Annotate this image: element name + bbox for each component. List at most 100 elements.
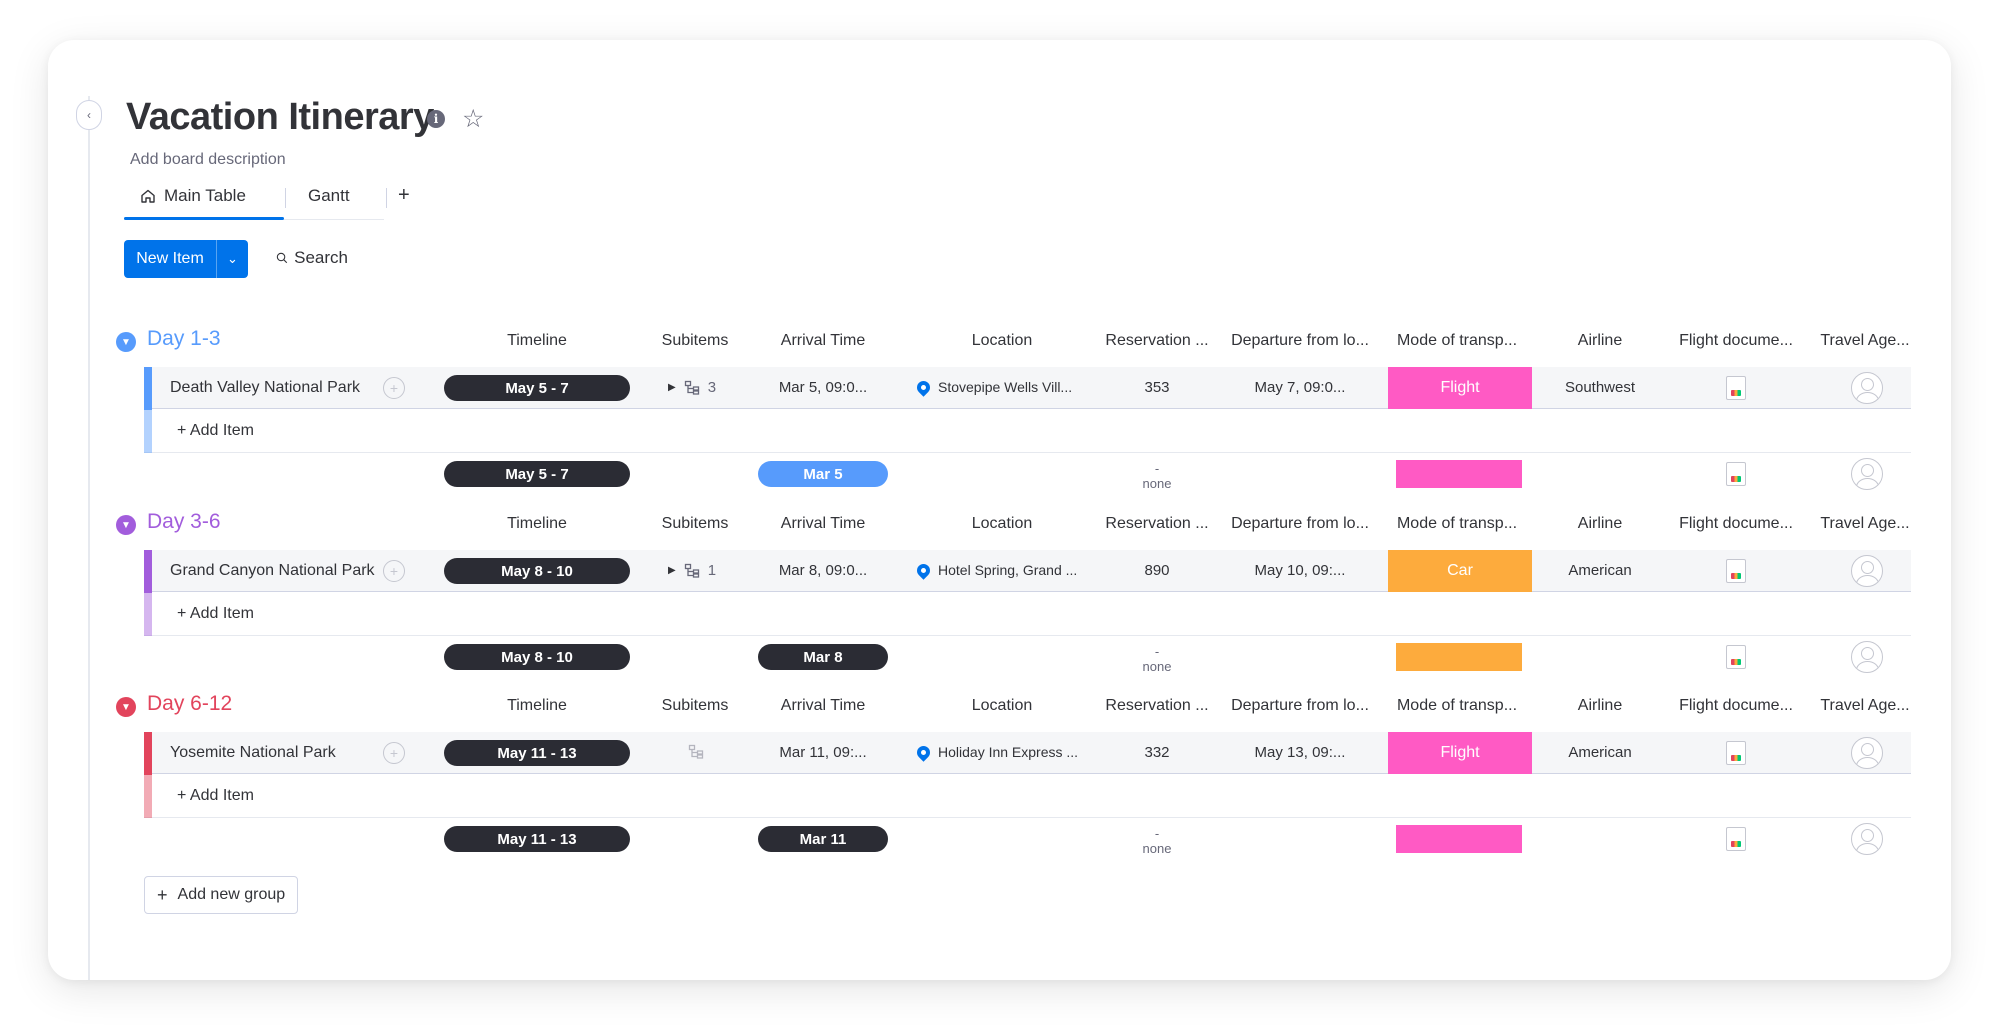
tab-gantt[interactable]: Gantt [308,186,350,206]
mode-of-transport-status[interactable]: Flight [1388,732,1532,774]
table-row[interactable] [144,367,1911,409]
departure-cell[interactable]: May 10, 09:... [1254,562,1346,579]
group-title[interactable]: Day 6-12 [147,692,233,715]
add-item-button[interactable]: + Add Item [177,422,254,439]
item-name[interactable]: Yosemite National Park [170,744,336,761]
file-thumbnail [1731,390,1741,396]
subitems-cell[interactable]: ▶ 1 [668,562,716,579]
arrival-time-cell[interactable]: Mar 5, 09:0... [778,379,868,396]
star-icon[interactable]: ☆ [462,105,485,133]
column-header[interactable]: Travel Age... [1820,697,1910,714]
column-header[interactable]: Location [971,332,1033,349]
airline-cell[interactable]: Southwest [1564,379,1636,396]
column-header[interactable]: Timeline [507,332,567,349]
column-header[interactable]: Travel Age... [1820,515,1910,532]
chevron-down-icon[interactable]: ⌄ [216,240,248,278]
column-header[interactable]: Location [971,697,1033,714]
new-item-label[interactable]: New Item [136,250,204,267]
column-header[interactable]: Departure from lo... [1231,697,1369,714]
subitems-cell[interactable] [688,744,704,760]
column-header[interactable]: Arrival Time [780,515,866,532]
file-icon[interactable] [1726,559,1746,583]
column-header[interactable]: Departure from lo... [1231,515,1369,532]
subitems-count: 3 [707,379,717,396]
add-new-group-button[interactable]: + Add new group [144,876,299,914]
departure-cell[interactable]: May 13, 09:... [1254,744,1346,761]
column-header[interactable]: Location [971,515,1033,532]
add-update-icon[interactable]: + [383,742,405,764]
person-icon[interactable] [1851,555,1883,587]
location-cell[interactable]: Stovepipe Wells Vill... [914,377,1072,397]
add-item-button[interactable]: + Add Item [177,605,254,622]
board-description[interactable]: Add board description [130,151,286,168]
arrival-time-cell[interactable]: Mar 11, 09:... [779,744,867,761]
group-title[interactable]: Day 3-6 [147,510,221,533]
column-header[interactable]: Reservation ... [1105,697,1209,714]
column-header[interactable]: Reservation ... [1105,515,1209,532]
group-collapse-toggle[interactable]: ▼ [116,515,136,535]
airline-cell[interactable]: American [1568,744,1632,761]
add-item-button[interactable]: + Add Item [177,787,254,804]
table-row[interactable] [144,732,1911,774]
board-title[interactable]: Vacation Itinerary [126,96,434,138]
departure-cell[interactable]: May 7, 09:0... [1254,379,1346,396]
mode-of-transport-status[interactable]: Car [1388,550,1532,592]
location-cell[interactable]: Holiday Inn Express ... [914,742,1078,762]
search-button[interactable]: Search [276,248,348,268]
add-update-icon[interactable]: + [383,560,405,582]
column-header[interactable]: Departure from lo... [1231,332,1369,349]
subitems-icon [684,563,700,579]
column-header[interactable]: Airline [1577,332,1623,349]
group-title[interactable]: Day 1-3 [147,327,221,350]
expand-arrow-icon[interactable]: ▶ [668,565,676,576]
column-header[interactable]: Reservation ... [1105,332,1209,349]
item-name[interactable]: Death Valley National Park [170,379,361,396]
column-header[interactable]: Subitems [661,332,729,349]
location-cell[interactable]: Hotel Spring, Grand ... [914,560,1077,580]
reservation-cell[interactable]: 332 [1144,744,1170,761]
group-collapse-toggle[interactable]: ▼ [116,697,136,717]
group-collapse-toggle[interactable]: ▼ [116,332,136,352]
expand-arrow-icon[interactable]: ▶ [668,382,676,393]
column-header[interactable]: Mode of transp... [1396,697,1518,714]
column-header[interactable]: Timeline [507,697,567,714]
timeline-pill[interactable]: May 11 - 13 [444,740,630,766]
file-thumbnail [1731,573,1741,579]
mode-of-transport-status[interactable]: Flight [1388,367,1532,409]
person-icon[interactable] [1851,372,1883,404]
item-name[interactable]: Grand Canyon National Park [170,562,375,579]
info-icon[interactable]: i [427,110,445,128]
column-header[interactable]: Airline [1577,515,1623,532]
file-thumbnail [1731,755,1741,761]
arrival-time-cell[interactable]: Mar 8, 09:0... [778,562,868,579]
collapse-sidebar-button[interactable]: ‹ [76,100,102,130]
subitems-cell[interactable]: ▶ 3 [668,379,716,396]
column-header[interactable]: Timeline [507,515,567,532]
table-row[interactable] [144,550,1911,592]
column-header[interactable]: Airline [1577,697,1623,714]
add-view-button[interactable]: + [398,184,410,206]
person-icon[interactable] [1851,737,1883,769]
column-header[interactable]: Travel Age... [1820,332,1910,349]
reservation-cell[interactable]: 353 [1144,379,1170,396]
new-item-button[interactable]: New Item ⌄ [124,240,248,278]
column-header[interactable]: Flight docume... [1679,515,1793,532]
location-pin-icon [914,560,933,580]
column-header[interactable]: Arrival Time [780,332,866,349]
file-icon[interactable] [1726,376,1746,400]
add-update-icon[interactable]: + [383,377,405,399]
column-header[interactable]: Arrival Time [780,697,866,714]
column-header[interactable]: Flight docume... [1679,332,1793,349]
airline-cell[interactable]: American [1568,562,1632,579]
timeline-pill[interactable]: May 8 - 10 [444,558,630,584]
tab-main-table[interactable]: Main Table [140,186,246,206]
column-header[interactable]: Subitems [661,697,729,714]
timeline-pill[interactable]: May 5 - 7 [444,375,630,401]
column-header[interactable]: Mode of transp... [1396,515,1518,532]
file-icon[interactable] [1726,741,1746,765]
reservation-cell[interactable]: 890 [1144,562,1170,579]
person-icon [1851,641,1883,673]
column-header[interactable]: Flight docume... [1679,697,1793,714]
column-header[interactable]: Subitems [661,515,729,532]
column-header[interactable]: Mode of transp... [1396,332,1518,349]
